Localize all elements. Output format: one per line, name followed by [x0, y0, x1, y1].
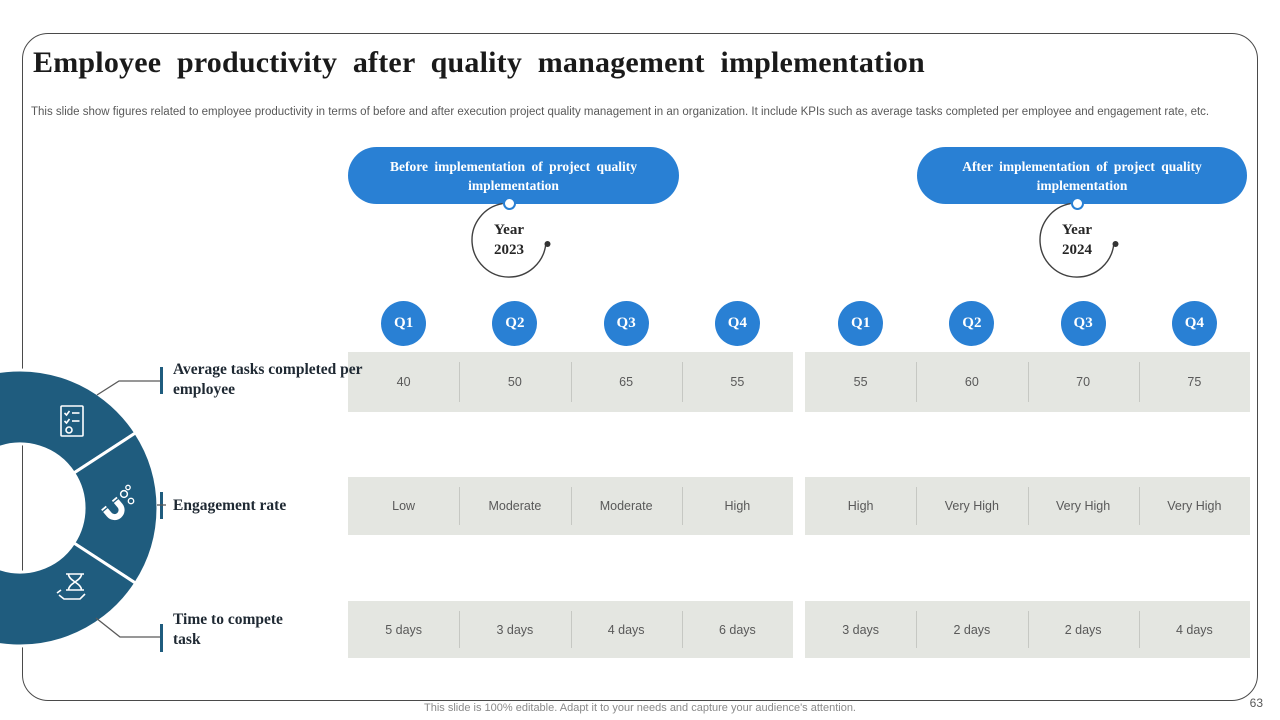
year-2024-circle	[1039, 202, 1119, 278]
value-cell: High	[847, 499, 874, 513]
quarter-badge: Q2	[949, 300, 995, 346]
row-label-engagement-rate: Engagement rate	[173, 497, 287, 514]
value-cell: 6 days	[681, 601, 793, 658]
page-title: Employee productivity after quality mana…	[33, 46, 925, 79]
quarter-badge: Q4	[714, 300, 760, 346]
after-header-pill: After implementation of project quality …	[917, 147, 1247, 204]
quarter-badge: Q4	[1171, 300, 1217, 346]
page-number: 63	[1249, 696, 1263, 710]
value-cell: Moderate	[459, 477, 570, 535]
table-row: High Very High Very High Very High	[805, 477, 1250, 535]
label-tick	[160, 367, 163, 394]
value-cell: 70	[1027, 352, 1139, 412]
kpi-donut	[0, 368, 166, 648]
quarter-badge: Q1	[381, 300, 427, 346]
donut-segment-time	[0, 540, 138, 648]
year-2024-label: Year 2024	[1035, 220, 1119, 260]
after-quarters: Q1 Q2 Q3 Q4	[805, 300, 1250, 346]
tasks-checklist-icon	[60, 405, 84, 437]
donut-segment-engagement	[71, 430, 160, 586]
before-connector-node	[503, 197, 516, 210]
year-value: 2024	[1062, 242, 1092, 258]
quarter-badge: Q1	[838, 300, 884, 346]
value-cell: Very High	[916, 477, 1027, 535]
quarter-badge: Q2	[492, 300, 538, 346]
before-header-pill: Before implementation of project quality…	[348, 147, 679, 204]
row-label-average-tasks: Average tasks completed per employee	[173, 361, 363, 398]
hourglass-hand-icon	[56, 573, 86, 600]
magnet-icon	[101, 484, 135, 521]
value-cell: 55	[681, 352, 793, 412]
connector-line-time	[95, 617, 160, 638]
value-cell: 4 days	[570, 601, 682, 658]
value-cell: Very High	[1027, 477, 1139, 535]
table-row: 40 50 65 55	[348, 352, 793, 412]
value-cell: 3 days	[459, 601, 570, 658]
value-cell: 3 days	[842, 622, 880, 637]
value-cell: 4 days	[1138, 601, 1250, 658]
value-cell: Moderate	[570, 477, 682, 535]
slide-description: This slide show figures related to emplo…	[31, 106, 1210, 118]
before-quarters: Q1 Q2 Q3 Q4	[348, 300, 793, 346]
value-cell: 40	[396, 375, 411, 389]
table-row: Low Moderate Moderate High	[348, 477, 793, 535]
after-connector-node	[1071, 197, 1084, 210]
value-cell: Very High	[1138, 477, 1250, 535]
value-cell: 75	[1138, 352, 1250, 412]
quarter-badge: Q3	[1060, 300, 1106, 346]
year-word: Year	[494, 222, 524, 238]
year-2023-label: Year 2023	[467, 220, 551, 260]
value-cell: High	[681, 477, 793, 535]
value-cell: 2 days	[916, 601, 1027, 658]
table-row: 55 60 70 75	[805, 352, 1250, 412]
year-word: Year	[1062, 222, 1092, 238]
year-2023-circle	[471, 202, 551, 278]
table-row: 3 days 2 days 2 days 4 days	[805, 601, 1250, 658]
label-tick	[160, 624, 163, 652]
row-label-time-to-complete: Time to compete task	[173, 611, 283, 648]
quarter-badge: Q3	[603, 300, 649, 346]
footer-note: This slide is 100% editable. Adapt it to…	[424, 702, 856, 714]
value-cell: 55	[853, 375, 868, 389]
value-cell: 5 days	[385, 622, 423, 637]
value-cell: Low	[392, 499, 416, 513]
table-row: 5 days 3 days 4 days 6 days	[348, 601, 793, 658]
value-cell: 2 days	[1027, 601, 1139, 658]
slide-border	[22, 33, 1258, 701]
value-cell: 50	[459, 352, 570, 412]
connector-line-tasks	[96, 380, 160, 396]
value-cell: 65	[570, 352, 682, 412]
year-value: 2023	[494, 242, 524, 258]
value-cell: 60	[916, 352, 1027, 412]
